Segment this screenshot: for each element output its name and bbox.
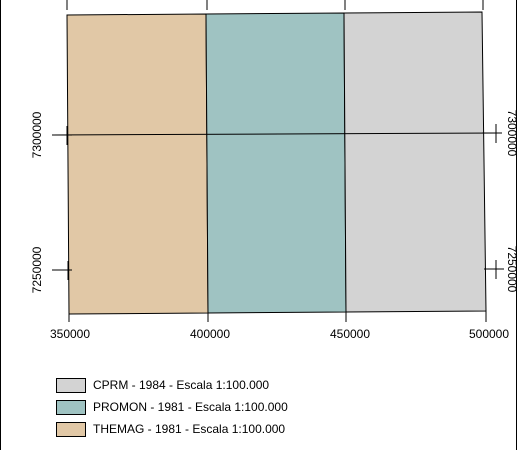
- zone-promon: [205, 12, 347, 314]
- legend-label: THEMAG - 1981 - Escala 1:100.000: [93, 422, 286, 436]
- x-tick-label: 400000: [190, 327, 230, 341]
- legend-swatch: [56, 399, 86, 415]
- x-tick-label: 500000: [469, 327, 509, 341]
- legend-item-themag: THEMAG - 1981 - Escala 1:100.000: [56, 418, 288, 440]
- zone-themag: [66, 13, 209, 315]
- grid-line-7300000: [51, 132, 501, 136]
- legend-item-cprm: CPRM - 1984 - Escala 1:100.000: [56, 374, 288, 396]
- x-tick-label: 350000: [50, 327, 90, 341]
- y-tick-label-right: 7250000: [505, 246, 519, 293]
- y-tick-label-left: 7250000: [30, 246, 44, 293]
- legend-item-promon: PROMON - 1981 - Escala 1:100.000: [56, 396, 288, 418]
- map-legend: CPRM - 1984 - Escala 1:100.000 PROMON - …: [56, 374, 288, 440]
- legend-swatch: [56, 421, 86, 437]
- legend-swatch: [56, 377, 86, 393]
- x-tick-label: 450000: [330, 327, 370, 341]
- y-tick-label-right: 7300000: [505, 110, 519, 157]
- y-tick-label-left: 7300000: [30, 111, 44, 158]
- zone-cprm: [343, 11, 487, 313]
- legend-label: CPRM - 1984 - Escala 1:100.000: [93, 378, 270, 392]
- legend-label: PROMON - 1981 - Escala 1:100.000: [93, 400, 288, 414]
